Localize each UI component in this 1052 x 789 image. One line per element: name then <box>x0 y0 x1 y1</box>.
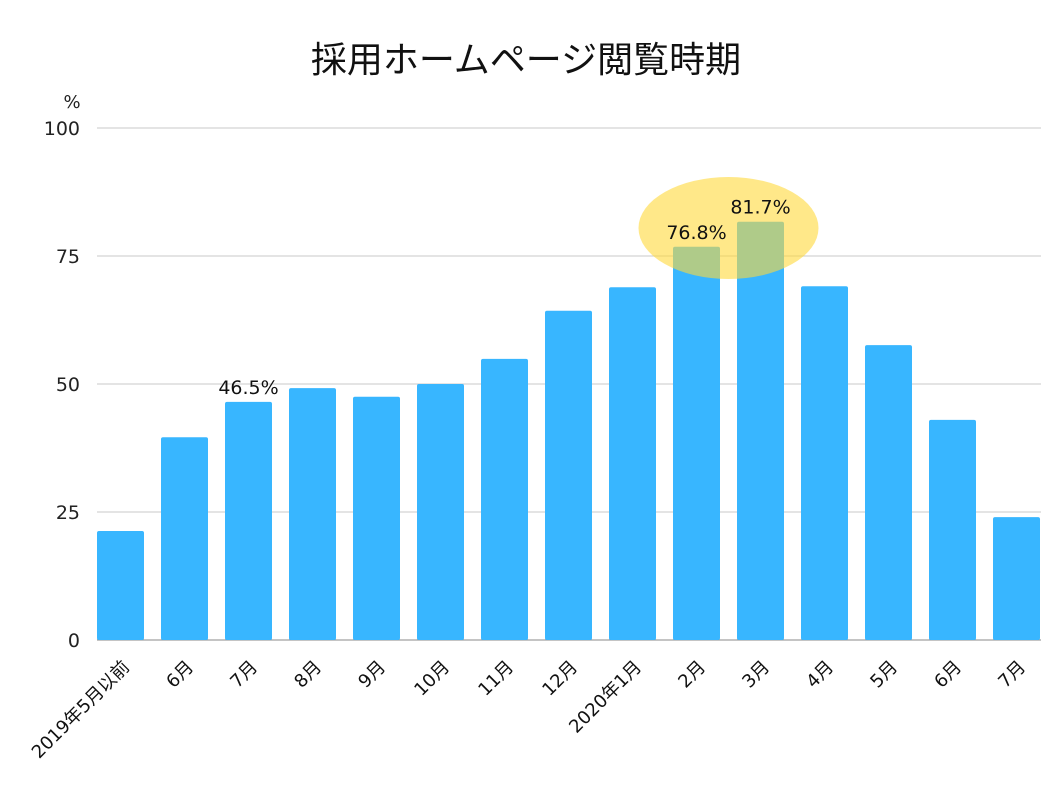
bar <box>737 221 784 641</box>
bar <box>865 345 912 640</box>
bar <box>481 358 528 640</box>
y-tick-label: 75 <box>56 246 80 268</box>
x-tick-label: 12月 <box>538 657 582 701</box>
data-label: 81.7% <box>730 197 790 219</box>
chart-title: 採用ホームページ閲覧時期 <box>311 40 741 81</box>
bar <box>545 310 592 640</box>
y-tick-label: 100 <box>44 118 80 140</box>
bar <box>161 437 208 640</box>
x-tick-label: 10月 <box>410 657 454 701</box>
bar <box>289 388 336 640</box>
bar <box>225 401 272 640</box>
x-tick-label: 2月 <box>674 657 710 693</box>
x-tick-label: 2019年5月以前 <box>28 657 134 763</box>
highlight-ellipse <box>638 177 819 279</box>
y-tick-label: 25 <box>56 502 80 524</box>
y-tick-label: 50 <box>56 374 80 396</box>
x-tick-label: 6月 <box>930 657 966 693</box>
y-axis-label: % <box>63 92 80 113</box>
x-tick-label: 11月 <box>474 657 518 701</box>
x-tick-label: 6月 <box>162 657 198 693</box>
bar <box>97 530 144 640</box>
x-tick-label: 7月 <box>994 657 1030 693</box>
data-label: 46.5% <box>218 377 278 399</box>
x-tick-label: 8月 <box>290 657 326 693</box>
x-tick-label: 9月 <box>354 657 390 693</box>
bar <box>801 286 848 640</box>
x-tick-label: 3月 <box>738 657 774 693</box>
bar <box>993 517 1040 640</box>
bar <box>353 396 400 640</box>
x-tick-label: 5月 <box>866 657 902 693</box>
y-tick-label: 0 <box>68 630 80 652</box>
data-label: 76.8% <box>666 222 726 244</box>
bar <box>609 287 656 640</box>
x-tick-label: 4月 <box>802 657 838 693</box>
x-tick-label: 7月 <box>226 657 262 693</box>
bar <box>417 384 464 640</box>
bar <box>929 419 976 640</box>
bar <box>673 246 720 640</box>
